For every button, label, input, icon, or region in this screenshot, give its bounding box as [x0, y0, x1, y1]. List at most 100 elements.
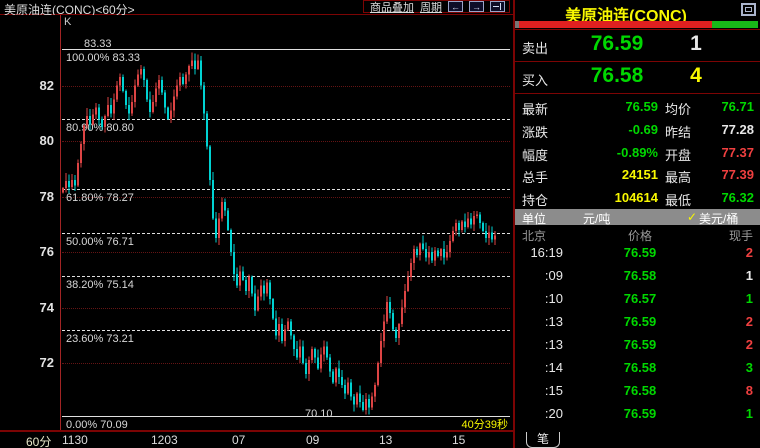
- tape-price: 76.59: [623, 406, 657, 421]
- tape-row: :20 76.59 1: [515, 402, 760, 425]
- buy-volume-segment: [712, 21, 758, 28]
- stat-label: 最新: [522, 102, 549, 117]
- stat-label: 最高: [665, 170, 692, 186]
- tape-time: 16:19: [530, 245, 563, 260]
- tape-qty: 2: [745, 245, 753, 260]
- tape-time: :13: [544, 337, 563, 352]
- fib-line: [62, 119, 510, 120]
- stat-value: 24151: [621, 167, 658, 183]
- bid-price: 76.58: [590, 64, 644, 87]
- time-axis: 60分 1130 1203 07 09 13 15: [0, 432, 513, 448]
- stat-label: 持仓: [522, 193, 549, 209]
- tape-row: 16:19 76.59 2: [515, 241, 760, 264]
- period-button[interactable]: 周期: [420, 1, 442, 14]
- fib-line: [62, 416, 510, 417]
- stats-row: 涨跌 -0.69 昨结 77.28: [515, 118, 760, 141]
- tape-price: 76.59: [623, 245, 657, 260]
- fib-line: [62, 276, 510, 277]
- price-gridline: [62, 85, 510, 87]
- unit-option-cny[interactable]: 元/吨: [583, 212, 611, 226]
- stat-label: 昨结: [665, 124, 692, 140]
- fib-label: 80.90% 80.80: [66, 122, 134, 134]
- unit-option-usd[interactable]: 美元/桶: [699, 212, 739, 226]
- price-axis-label: 72: [39, 355, 54, 370]
- tape-price: 76.58: [623, 360, 657, 375]
- symbol-title: 美原油连(CONC)<60分>: [4, 3, 135, 17]
- divider: [513, 93, 760, 94]
- title-bar: 美原油连(CONC)<60分> 商品叠加 周期 ← →: [0, 0, 513, 17]
- time-axis-tick: 1130: [62, 433, 88, 447]
- tape-time: :09: [544, 268, 563, 283]
- check-icon: ✓: [687, 210, 698, 224]
- tape-qty: 1: [745, 268, 753, 283]
- ask-label: 卖出: [522, 41, 549, 56]
- stat-value: 76.71: [721, 99, 754, 114]
- candles-svg: [62, 52, 496, 415]
- stats-row: 幅度 -0.89% 开盘 77.37: [515, 141, 760, 164]
- bar-countdown: 40分39秒: [461, 419, 508, 431]
- price-gridline: [62, 252, 510, 253]
- stat-value: 77.28: [721, 121, 754, 137]
- time-axis-tick: 1203: [151, 433, 178, 447]
- chart-toolbar: 商品叠加 周期 ← →: [363, 0, 510, 14]
- stat-label: 均价: [665, 102, 692, 117]
- price-axis-label: 76: [39, 244, 54, 259]
- split-window-icon[interactable]: [490, 1, 505, 12]
- stat-value: 76.32: [721, 190, 754, 206]
- tape-time: :14: [544, 360, 563, 375]
- stat-value: 104614: [614, 190, 658, 206]
- price-axis-label: 74: [39, 299, 54, 315]
- price-axis-label: 78: [39, 188, 54, 204]
- price-gridline: [62, 196, 510, 198]
- prev-arrow-icon[interactable]: ←: [448, 1, 463, 12]
- tape-price: 76.58: [623, 268, 657, 283]
- price-axis-label: 82: [39, 77, 54, 93]
- fib-line: [62, 329, 510, 331]
- fib-label: 38.20% 75.14: [66, 279, 134, 291]
- price-axis-line: [60, 15, 61, 430]
- quote-panel: 美原油连(CONC) 卖出 76.59 1 买入 76.58 4 最新 76.59…: [513, 0, 760, 448]
- tape-qty: 2: [745, 337, 753, 352]
- volume-ratio-bar: [515, 21, 758, 28]
- tape-price: 76.58: [623, 383, 657, 398]
- ask-row[interactable]: 卖出 76.59 1: [515, 30, 760, 61]
- time-axis-tick: 13: [379, 433, 393, 447]
- unit-selector-row[interactable]: 单位 元/吨 ✓ 美元/桶: [515, 209, 760, 226]
- price-gridline: [62, 363, 510, 364]
- ask-price: 76.59: [590, 32, 644, 55]
- tape-price: 76.59: [623, 314, 657, 329]
- fib-line: [62, 189, 510, 190]
- divider: [513, 29, 760, 30]
- bid-row[interactable]: 买入 76.58 4: [515, 62, 760, 93]
- panel-title: 美原油连(CONC): [565, 8, 687, 25]
- tape-qty: 1: [745, 291, 753, 306]
- stat-label: 总手: [522, 170, 549, 186]
- bar-lead-segment: [515, 21, 519, 28]
- time-axis-tick: 09: [306, 433, 320, 447]
- stat-label: 最低: [665, 193, 692, 209]
- bid-qty: 4: [690, 64, 702, 87]
- price-axis-label: 80: [39, 133, 54, 148]
- sell-volume-segment: [519, 21, 712, 28]
- tape-row: :15 76.58 8: [515, 379, 760, 402]
- fib-label: 100.00% 83.33: [66, 51, 141, 64]
- time-axis-tick: 07: [232, 433, 246, 447]
- stats-row: 总手 24151 最高 77.39: [515, 163, 760, 186]
- tape-time: :10: [544, 291, 563, 306]
- kline-chart[interactable]: K 82 80 78 76 74 72 100.00% 83.33 80.90% 80.80…: [0, 15, 513, 431]
- axis-separator: [0, 430, 760, 432]
- overlay-button[interactable]: 商品叠加: [370, 1, 414, 14]
- restore-window-icon[interactable]: [741, 3, 756, 16]
- tape-col-qty: 现手: [728, 229, 753, 243]
- tape-qty: 1: [745, 406, 753, 421]
- stat-label: 开盘: [665, 147, 692, 163]
- tape-col-price: 价格: [627, 229, 652, 243]
- ask-qty: 1: [690, 32, 702, 55]
- tape-row: :13 76.59 2: [515, 310, 760, 333]
- tape-time: :20: [544, 406, 563, 421]
- fib-label: 61.80% 78.27: [66, 192, 134, 204]
- tape-qty: 8: [745, 383, 753, 398]
- tape-time: :13: [544, 314, 563, 329]
- next-arrow-icon[interactable]: →: [469, 1, 484, 12]
- tab-tick[interactable]: 笔: [526, 432, 560, 448]
